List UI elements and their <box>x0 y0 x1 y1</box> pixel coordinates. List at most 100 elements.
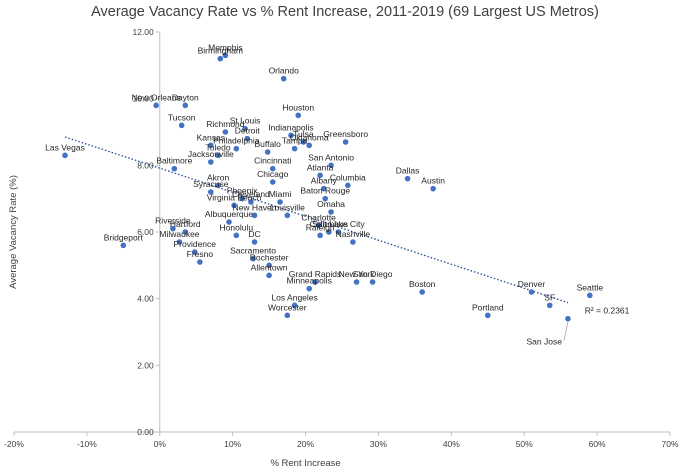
point-label: Buffalo <box>254 139 281 149</box>
data-point <box>251 239 258 245</box>
point-label: Akron <box>207 172 229 182</box>
leader-line <box>563 321 569 341</box>
data-point <box>208 159 214 165</box>
data-point <box>197 259 203 265</box>
point-label: Syracuse <box>193 179 229 189</box>
data-point <box>244 135 251 142</box>
data-point <box>182 102 189 109</box>
point-label: Greensboro <box>323 129 368 139</box>
data-point <box>528 289 535 295</box>
data-point <box>153 102 159 109</box>
data-point <box>288 132 294 139</box>
point-label: Providence <box>173 239 216 249</box>
data-point <box>404 175 411 182</box>
y-tick-label: 12.00 <box>132 27 154 37</box>
x-tick-label: -10% <box>77 439 97 449</box>
point-label: Fresno <box>187 249 214 259</box>
point-label: San Diego <box>353 269 393 279</box>
point-label: Hartford <box>170 219 201 229</box>
point-label: Columbus <box>310 219 348 229</box>
data-point <box>269 165 276 172</box>
point-label: Cleveland <box>232 189 270 199</box>
y-tick-label: 0.00 <box>137 427 154 437</box>
point-label: New Orleans <box>132 92 181 102</box>
data-point <box>546 302 553 309</box>
point-label: Cincinnati <box>254 156 291 166</box>
data-point <box>280 75 287 82</box>
point-label: SF <box>544 292 555 302</box>
data-point <box>62 152 68 159</box>
data-point <box>284 312 291 319</box>
data-point <box>317 232 323 239</box>
point-label: Tucson <box>168 112 196 122</box>
data-point <box>345 182 351 189</box>
data-point <box>264 149 271 155</box>
point-label: Worcester <box>268 302 307 312</box>
x-tick-label: 0% <box>154 439 167 449</box>
data-point <box>208 142 214 149</box>
data-point <box>250 255 256 262</box>
data-point <box>171 165 178 172</box>
data-point <box>215 152 221 159</box>
data-point <box>178 122 185 129</box>
data-point <box>328 162 334 169</box>
point-label: Riverside <box>155 216 191 226</box>
data-point <box>326 229 332 235</box>
point-label: Kansas <box>197 132 225 142</box>
point-label: Seattle <box>577 282 604 292</box>
point-label: Austin <box>421 176 445 186</box>
point-label: Jacksonville <box>188 149 234 159</box>
data-point <box>306 142 313 149</box>
data-point <box>269 179 276 185</box>
data-point <box>251 212 258 219</box>
data-point <box>369 279 376 285</box>
point-label: Charlotte <box>301 212 336 222</box>
data-point <box>306 285 313 292</box>
y-tick-label: 6.00 <box>137 227 154 237</box>
point-label: Chicago <box>257 169 288 179</box>
data-point <box>342 139 349 145</box>
data-point <box>233 145 240 152</box>
point-label: Bridgeport <box>104 232 144 242</box>
data-point <box>170 225 176 232</box>
data-point <box>484 312 491 319</box>
data-point <box>328 209 334 215</box>
point-label: Denver <box>518 279 546 289</box>
data-point <box>291 302 298 309</box>
chart-title: Average Vacancy Rate vs % Rent Increase,… <box>91 4 599 20</box>
x-tick-label: 40% <box>443 439 460 449</box>
r-squared-label: R² = 0.2361 <box>585 306 630 316</box>
point-label: Detroit <box>235 126 261 136</box>
point-label: Birmingham <box>198 46 243 56</box>
data-point <box>587 292 593 299</box>
data-point <box>191 249 198 255</box>
data-point <box>248 199 254 205</box>
point-label: Memphis <box>208 42 242 52</box>
data-point <box>277 199 283 205</box>
point-label: Los Angeles <box>271 292 317 302</box>
data-point <box>222 129 229 135</box>
data-point <box>239 195 245 202</box>
point-label: Houston <box>282 102 314 112</box>
data-point <box>300 139 307 145</box>
data-point <box>322 195 329 202</box>
point-label: Dayton <box>172 92 199 102</box>
point-label: Honolulu <box>220 222 254 232</box>
y-tick-label: 2.00 <box>137 360 154 370</box>
x-tick-label: 50% <box>516 439 533 449</box>
trendline <box>64 136 569 304</box>
point-label: Salt Lake City <box>312 219 365 229</box>
point-label: Toledo <box>206 142 231 152</box>
point-label: San Antonio <box>308 152 354 162</box>
data-point <box>226 219 232 225</box>
data-point <box>208 189 214 195</box>
data-point <box>335 229 342 235</box>
point-label: Boston <box>409 279 436 289</box>
point-label: Oklahoma <box>290 132 329 142</box>
data-point <box>266 262 272 269</box>
data-point <box>222 52 229 59</box>
point-label: Indianapolis <box>268 122 313 132</box>
point-label: Atlanta <box>307 162 334 172</box>
data-point <box>419 289 425 295</box>
